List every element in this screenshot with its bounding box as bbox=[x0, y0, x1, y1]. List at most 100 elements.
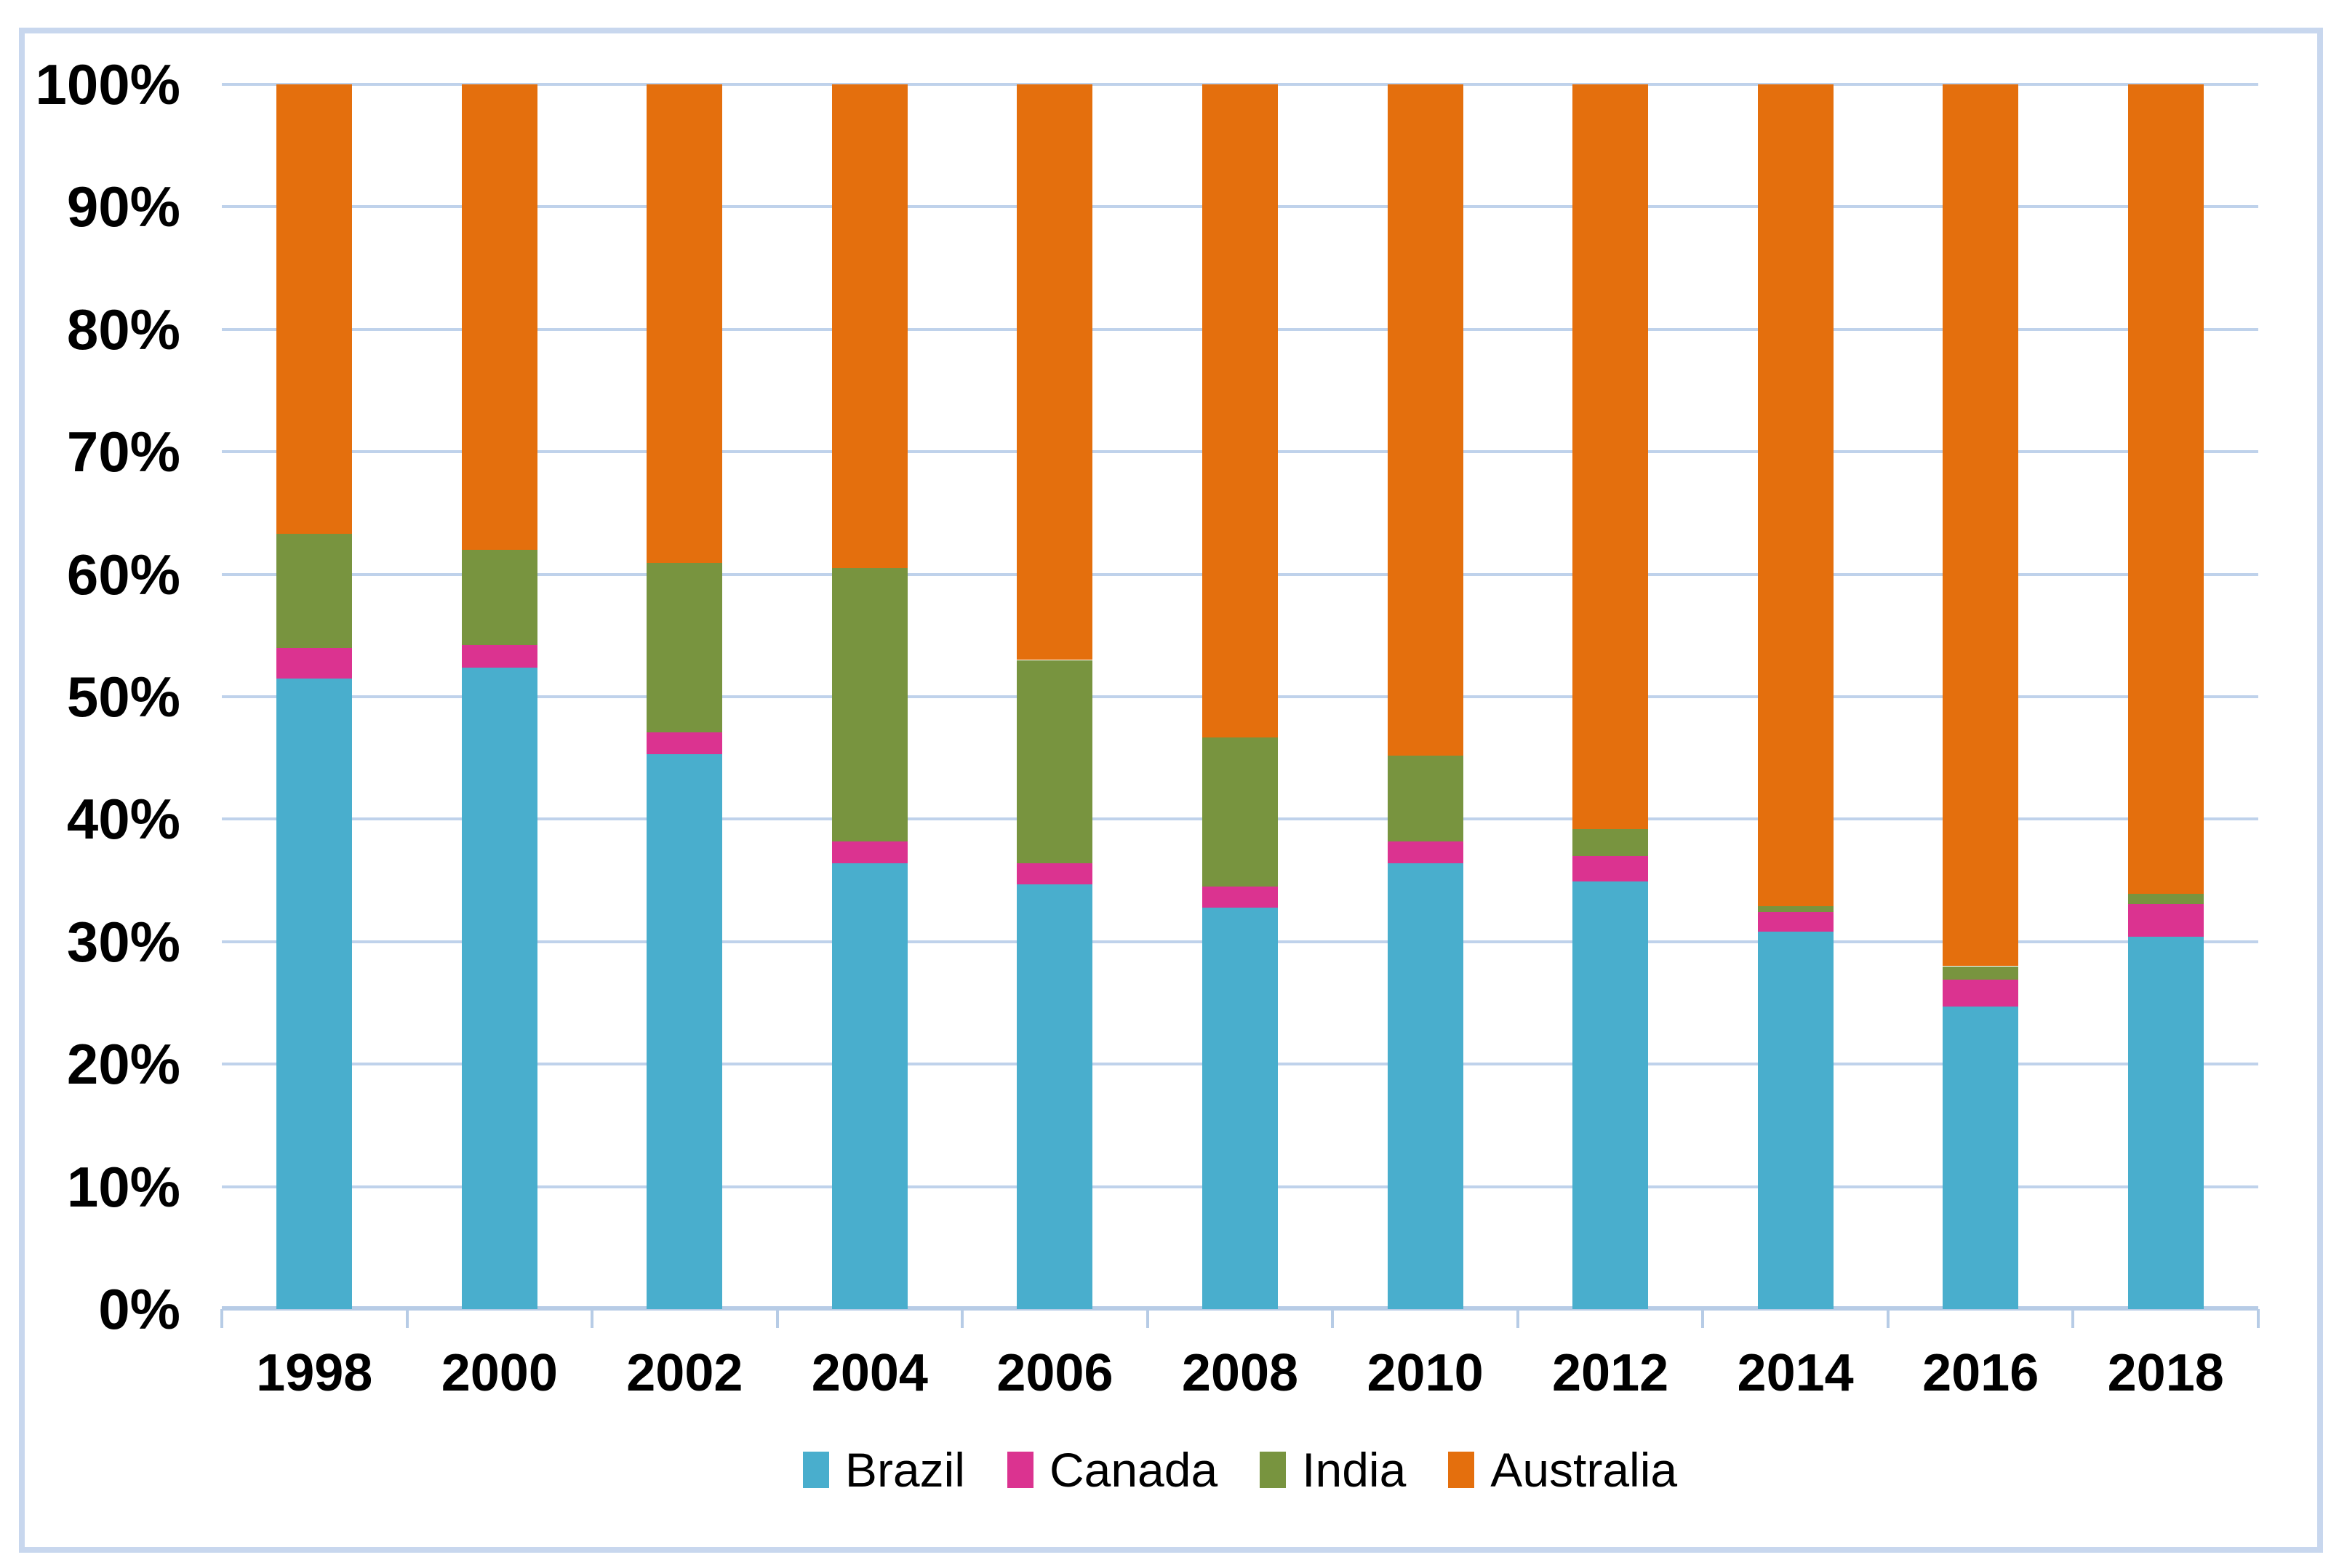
x-axis-label-2010: 2010 bbox=[1367, 1344, 1484, 1402]
x-axis-tick bbox=[2257, 1309, 2260, 1328]
bar-segment-canada-2016 bbox=[1943, 980, 2019, 1007]
stacked-bar-2008 bbox=[1202, 84, 1278, 1309]
x-axis-label-2016: 2016 bbox=[1922, 1344, 2039, 1402]
x-axis-label-2004: 2004 bbox=[811, 1344, 928, 1402]
y-axis-label-10: 10% bbox=[66, 1154, 180, 1219]
bar-segment-canada-2002 bbox=[647, 732, 723, 755]
bar-segment-australia-2002 bbox=[647, 84, 723, 564]
x-axis-label-2018: 2018 bbox=[2107, 1344, 2224, 1402]
bar-segment-australia-2014 bbox=[1757, 84, 1834, 906]
bar-segment-australia-2000 bbox=[461, 84, 537, 550]
bar-segment-brazil-2012 bbox=[1572, 881, 1649, 1309]
bar-segment-canada-1998 bbox=[276, 647, 353, 679]
bar-segment-india-2002 bbox=[647, 563, 723, 732]
bar-segment-brazil-2006 bbox=[1017, 884, 1093, 1309]
x-axis-label-2002: 2002 bbox=[626, 1344, 743, 1402]
y-axis-label-40: 40% bbox=[66, 787, 180, 852]
legend: Brazil Canada India Australia bbox=[222, 1443, 2258, 1497]
bar-segment-india-2018 bbox=[2127, 894, 2204, 904]
bar-segment-australia-2018 bbox=[2127, 84, 2204, 895]
bar-segment-australia-1998 bbox=[276, 84, 353, 535]
x-axis-label-2014: 2014 bbox=[1737, 1344, 1854, 1402]
bar-segment-brazil-2008 bbox=[1202, 907, 1278, 1309]
bar-segment-australia-2008 bbox=[1202, 84, 1278, 737]
legend-item-australia: Australia bbox=[1448, 1443, 1677, 1497]
legend-label-canada: Canada bbox=[1049, 1443, 1218, 1497]
gridline-100 bbox=[222, 83, 2258, 86]
bar-segment-brazil-2000 bbox=[461, 667, 537, 1309]
legend-label-brazil: Brazil bbox=[844, 1443, 965, 1497]
stacked-bar-2016 bbox=[1943, 84, 2019, 1309]
stacked-bar-2014 bbox=[1757, 84, 1834, 1309]
y-axis-label-0: 0% bbox=[98, 1277, 180, 1341]
x-axis-tick bbox=[220, 1309, 223, 1328]
bar-segment-india-2012 bbox=[1572, 828, 1649, 856]
bar-segment-canada-2006 bbox=[1017, 863, 1093, 884]
legend-swatch-india bbox=[1260, 1452, 1287, 1488]
bar-segment-canada-2014 bbox=[1757, 912, 1834, 932]
bar-segment-india-2000 bbox=[461, 549, 537, 646]
bar-segment-brazil-2018 bbox=[2127, 937, 2204, 1309]
y-axis-label-80: 80% bbox=[66, 297, 180, 361]
legend-label-india: India bbox=[1302, 1443, 1407, 1497]
bar-segment-brazil-2016 bbox=[1943, 1007, 2019, 1309]
stacked-bar-2012 bbox=[1572, 84, 1649, 1309]
bar-segment-brazil-1998 bbox=[276, 678, 353, 1309]
stacked-bar-2010 bbox=[1387, 84, 1463, 1309]
stacked-bar-1998 bbox=[276, 84, 353, 1309]
bar-segment-australia-2012 bbox=[1572, 84, 1649, 829]
legend-item-brazil: Brazil bbox=[802, 1443, 965, 1497]
bar-segment-india-2008 bbox=[1202, 737, 1278, 887]
y-axis-label-20: 20% bbox=[66, 1032, 180, 1097]
x-axis-tick bbox=[1516, 1309, 1519, 1328]
y-axis-label-90: 90% bbox=[66, 175, 180, 239]
bar-segment-india-2014 bbox=[1757, 905, 1834, 913]
y-axis-label-100: 100% bbox=[35, 52, 181, 116]
bar-segment-canada-2010 bbox=[1387, 841, 1463, 864]
x-axis-label-2006: 2006 bbox=[996, 1344, 1113, 1402]
chart-frame bbox=[19, 28, 2323, 1553]
bar-segment-india-2010 bbox=[1387, 755, 1463, 841]
bar-segment-australia-2010 bbox=[1387, 84, 1463, 756]
bar-segment-brazil-2004 bbox=[831, 863, 908, 1309]
stacked-bar-2018 bbox=[2127, 84, 2204, 1309]
legend-swatch-canada bbox=[1007, 1452, 1033, 1488]
stacked-bar-2006 bbox=[1017, 84, 1093, 1309]
legend-swatch-brazil bbox=[802, 1452, 829, 1488]
x-axis-tick bbox=[1701, 1309, 1705, 1328]
y-axis-label-50: 50% bbox=[66, 665, 180, 729]
legend-item-canada: Canada bbox=[1007, 1443, 1218, 1497]
x-axis-label-2000: 2000 bbox=[441, 1344, 558, 1402]
bar-segment-australia-2004 bbox=[831, 84, 908, 569]
bar-segment-canada-2008 bbox=[1202, 887, 1278, 908]
stacked-bar-2002 bbox=[647, 84, 723, 1309]
x-axis-tick bbox=[1145, 1309, 1149, 1328]
bar-segment-brazil-2014 bbox=[1757, 932, 1834, 1309]
bar-segment-canada-2012 bbox=[1572, 855, 1649, 882]
bar-segment-canada-2018 bbox=[2127, 903, 2204, 937]
x-axis-tick bbox=[591, 1309, 594, 1328]
x-axis-tick bbox=[961, 1309, 964, 1328]
legend-label-australia: Australia bbox=[1490, 1443, 1678, 1497]
stacked-bar-2000 bbox=[461, 84, 537, 1309]
bar-segment-india-2016 bbox=[1943, 966, 2019, 980]
x-axis-label-1998: 1998 bbox=[256, 1344, 373, 1402]
x-axis-tick bbox=[405, 1309, 409, 1328]
bar-segment-australia-2006 bbox=[1017, 84, 1093, 660]
y-axis-label-70: 70% bbox=[66, 420, 180, 484]
x-axis-label-2008: 2008 bbox=[1181, 1344, 1299, 1402]
legend-item-india: India bbox=[1260, 1443, 1406, 1497]
x-axis-tick bbox=[1886, 1309, 1890, 1328]
bar-segment-india-1998 bbox=[276, 534, 353, 648]
bar-segment-brazil-2002 bbox=[647, 754, 723, 1309]
y-axis-label-30: 30% bbox=[66, 909, 180, 974]
legend-swatch-australia bbox=[1448, 1452, 1475, 1488]
bar-segment-australia-2016 bbox=[1943, 84, 2019, 967]
x-axis-tick bbox=[1331, 1309, 1335, 1328]
bar-segment-brazil-2010 bbox=[1387, 863, 1463, 1309]
bar-segment-india-2006 bbox=[1017, 660, 1093, 864]
x-axis-label-2012: 2012 bbox=[1551, 1344, 1669, 1402]
plot-area bbox=[222, 83, 2258, 1311]
x-axis-tick bbox=[775, 1309, 779, 1328]
